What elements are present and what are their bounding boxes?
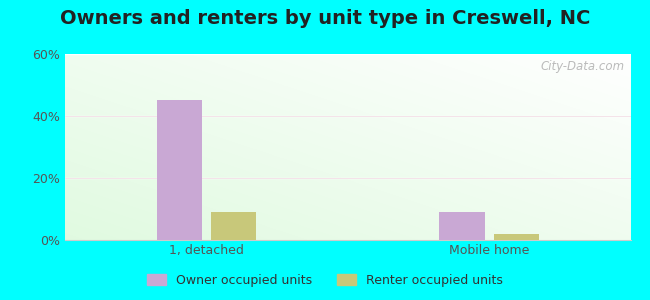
Bar: [211, 212, 256, 240]
Bar: [493, 234, 539, 240]
Bar: [439, 212, 485, 240]
Legend: Owner occupied units, Renter occupied units: Owner occupied units, Renter occupied un…: [144, 270, 506, 291]
Text: Owners and renters by unit type in Creswell, NC: Owners and renters by unit type in Cresw…: [60, 9, 590, 28]
Bar: [157, 100, 202, 240]
Text: City-Data.com: City-Data.com: [541, 60, 625, 73]
